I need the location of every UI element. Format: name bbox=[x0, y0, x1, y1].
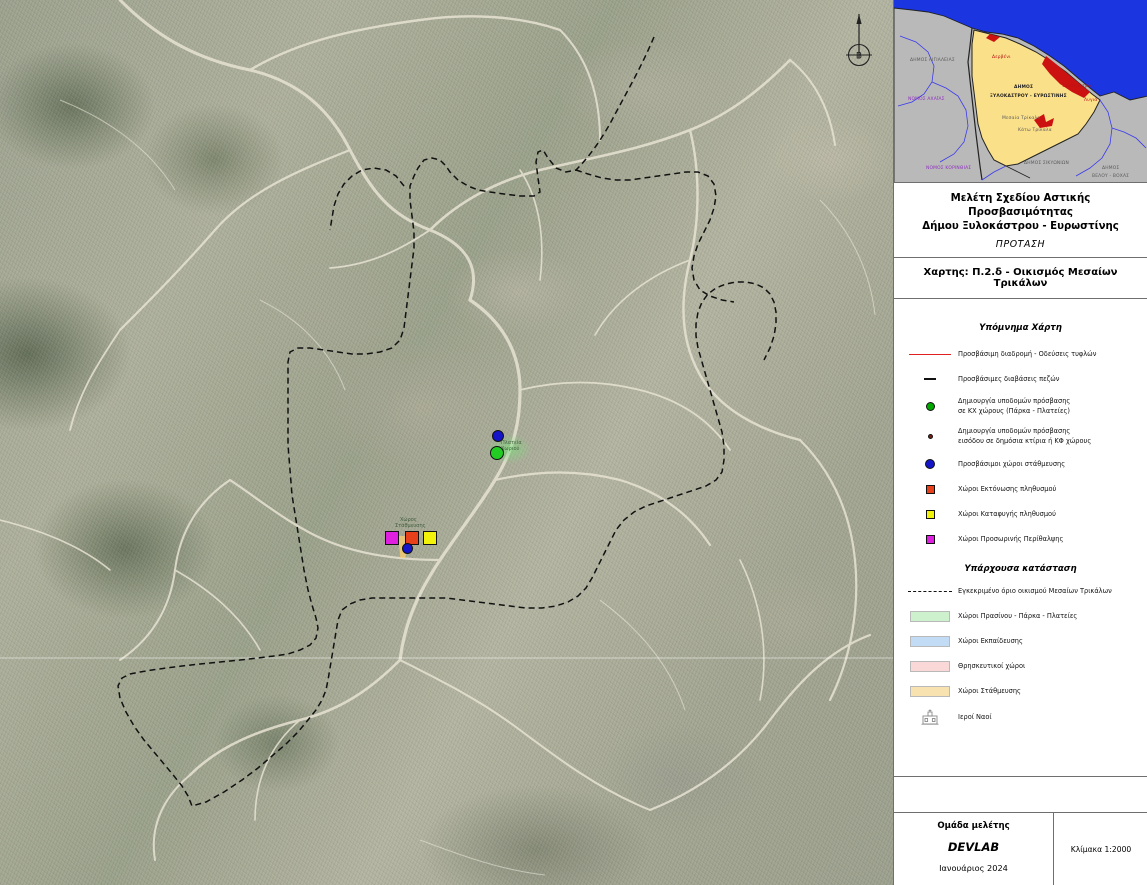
map-sheet-name: Χαρτης: Π.2.δ - Οικισμός Μεσαίων Τρικάλω… bbox=[894, 258, 1147, 300]
inset-label-6: ΔΗΜΟΣ bbox=[1102, 166, 1120, 171]
inset-label-2: ΝΟΜΟΣ ΚΟΡΙΝΘΙΑΣ bbox=[926, 166, 972, 171]
inset-label-0: ΔΗΜΟΣ ΑΙΓΙΑΛΕΙΑΣ bbox=[910, 58, 955, 63]
footer-block: Ομάδα μελέτης DEVLAB Ιανουάριος 2024 Κλί… bbox=[894, 812, 1147, 885]
study-date: Ιανουάριος 2024 bbox=[939, 863, 1008, 873]
legend-row-existing-label-3: Θρησκευτικοί χώροι bbox=[958, 661, 1026, 670]
map-label-0: Πλατεία bbox=[501, 440, 522, 446]
study-team-block: Ομάδα μελέτης DEVLAB Ιανουάριος 2024 bbox=[894, 813, 1054, 885]
legend-row-proposal-label-6: Χώροι Καταφυγής πληθυσμού bbox=[958, 509, 1056, 518]
legend-heading-main: Υπόμνημα Χάρτη bbox=[979, 323, 1062, 334]
title-block: Μελέτη Σχεδίου Αστικής Προσβασιμότητας Δ… bbox=[894, 183, 1147, 259]
inset-label-11: Μεσαία Τρίκαλα bbox=[1002, 116, 1041, 121]
legend-proposal-list: Προσβάσιμη διαδρομή - Οδεύσεις τυφλών Προ… bbox=[902, 347, 1139, 546]
church-icon bbox=[921, 709, 939, 726]
legend-row-existing-5[interactable]: Ιεροί Ναοί bbox=[902, 709, 1139, 726]
north-arrow-icon: Β bbox=[846, 14, 872, 67]
settlement-boundary bbox=[117, 36, 777, 807]
legend-row-proposal-4[interactable]: Προσβάσιμοι χώροι στάθμευσης bbox=[902, 457, 1139, 471]
inset-label-4: ΞΥΛΟΚΑΣΤΡΟΥ - ΕΥΡΩΣΤΙΝΗΣ bbox=[990, 94, 1067, 99]
legend-row-existing-3[interactable]: Θρησκευτικοί χώροι bbox=[902, 659, 1139, 673]
area-swatch-icon bbox=[910, 685, 950, 697]
circle-marker-icon bbox=[927, 434, 933, 440]
legend-row-proposal-label-0: Προσβάσιμη διαδρομή - Οδεύσεις τυφλών bbox=[958, 349, 1097, 358]
circle-marker-icon bbox=[925, 459, 935, 470]
legend-row-existing-label-5: Ιεροί Ναοί bbox=[958, 712, 992, 721]
square-marker-icon bbox=[925, 534, 935, 544]
legend-existing-list: Εγκεκριμένο όριο οικισμού Μεσαίων Τρικάλ… bbox=[902, 584, 1139, 726]
inset-map-graphic bbox=[894, 0, 1147, 182]
inset-label-5: ΔΗΜΟΣ ΣΙΚΥΩΝΙΩΝ bbox=[1024, 161, 1069, 166]
inset-label-1: ΝΟΜΟΣ ΑΧΑΪΑΣ bbox=[908, 97, 945, 102]
svg-text:Β: Β bbox=[856, 52, 862, 62]
legend-row-proposal-0[interactable]: Προσβάσιμη διαδρομή - Οδεύσεις τυφλών bbox=[902, 347, 1139, 361]
legend-row-existing-label-1: Χώροι Πρασίνου - Πάρκα - Πλατείες bbox=[958, 611, 1078, 620]
inset-label-9: Δερβένι bbox=[992, 55, 1011, 60]
legend-body: Υπόμνημα Χάρτη Προσβάσιμη διαδρομή - Οδε… bbox=[894, 299, 1147, 778]
legend-row-proposal-label-3: Δημιουργία υποδομών πρόσβασης εισόδου σε … bbox=[958, 427, 1092, 445]
legend-row-proposal-label-1: Προσβάσιμες διαβάσεις πεζών bbox=[958, 374, 1060, 383]
study-subtitle: ΠΡΟΤΑΣΗ bbox=[995, 239, 1046, 251]
area-swatch-icon bbox=[910, 660, 950, 672]
legend-row-proposal-2[interactable]: Δημιουργία υποδομών πρόσβασης σε ΚΧ χώρου… bbox=[902, 397, 1139, 416]
legend-heading-existing: Υπάρχουσα κατάσταση bbox=[964, 564, 1077, 575]
map-marker-parking-south[interactable] bbox=[402, 543, 413, 554]
map-marker-parking-north[interactable] bbox=[492, 430, 504, 442]
scale-label: Κλίμακα 1:2000 bbox=[1070, 844, 1132, 854]
accessible-route-line-icon bbox=[909, 353, 951, 355]
settlement-boundary-dash-icon bbox=[908, 590, 952, 592]
map-marker-refuge-yellow[interactable] bbox=[423, 531, 437, 545]
study-title-line1: Μελέτη Σχεδίου Αστικής Προσβασιμότητας bbox=[950, 193, 1091, 218]
inset-label-7: ΒΕΛΟΥ - ΒΟΧΑΣ bbox=[1092, 174, 1130, 179]
locator-inset-map: ΔΗΜΟΣ ΑΙΓΙΑΛΕΙΑΣ ΝΟΜΟΣ ΑΧΑΪΑΣ ΝΟΜΟΣ ΚΟΡΙΝΘ… bbox=[894, 0, 1147, 183]
inset-label-10: Λυγιά bbox=[1084, 98, 1098, 103]
pedestrian-crossing-dash-icon bbox=[924, 378, 936, 381]
team-label: Ομάδα μελέτης bbox=[937, 821, 1010, 831]
legend-row-proposal-1[interactable]: Προσβάσιμες διαβάσεις πεζών bbox=[902, 372, 1139, 386]
map-canvas[interactable]: Β Πλατεία Χωριού Χώρος Στάθμευσης bbox=[0, 0, 893, 885]
map-label-3: Στάθμευσης bbox=[395, 523, 426, 529]
study-title-line2: Δήμου Ξυλοκάστρου - Ευρωστίνης bbox=[922, 220, 1119, 232]
legend-row-existing-4[interactable]: Χώροι Στάθμευσης bbox=[902, 684, 1139, 698]
legend-row-proposal-6[interactable]: Χώροι Καταφυγής πληθυσμού bbox=[902, 507, 1139, 521]
map-marker-park-access-green[interactable] bbox=[490, 446, 504, 460]
map-label-2: Χώρος bbox=[400, 517, 417, 523]
road-network bbox=[0, 0, 893, 876]
area-swatch-icon bbox=[910, 610, 950, 622]
square-marker-icon bbox=[925, 509, 935, 519]
legend-row-existing-label-0: Εγκεκριμένο όριο οικισμού Μεσαίων Τρικάλ… bbox=[958, 586, 1112, 595]
legend-row-proposal-label-2: Δημιουργία υποδομών πρόσβασης σε ΚΧ χώρου… bbox=[958, 397, 1071, 415]
legend-row-existing-label-2: Χώροι Εκπαίδευσης bbox=[958, 636, 1023, 645]
legend-row-existing-1[interactable]: Χώροι Πρασίνου - Πάρκα - Πλατείες bbox=[902, 609, 1139, 623]
legend-panel: ΔΗΜΟΣ ΑΙΓΙΑΛΕΙΑΣ ΝΟΜΟΣ ΑΧΑΪΑΣ ΝΟΜΟΣ ΚΟΡΙΝΘ… bbox=[893, 0, 1147, 885]
legend-row-proposal-label-5: Χώροι Εκτόνωσης πληθυσμού bbox=[958, 484, 1057, 493]
legend-row-proposal-label-4: Προσβάσιμοι χώροι στάθμευσης bbox=[958, 459, 1066, 468]
legend-row-existing-0[interactable]: Εγκεκριμένο όριο οικισμού Μεσαίων Τρικάλ… bbox=[902, 584, 1139, 598]
square-marker-icon bbox=[925, 484, 935, 494]
legend-row-proposal-3[interactable]: Δημιουργία υποδομών πρόσβασης εισόδου σε … bbox=[902, 427, 1139, 446]
team-name: DEVLAB bbox=[947, 840, 1000, 854]
orthophoto-texture bbox=[0, 0, 893, 885]
map-marker-temporary-care-magenta[interactable] bbox=[385, 531, 399, 545]
legend-row-existing-label-4: Χώροι Στάθμευσης bbox=[958, 686, 1021, 695]
legend-row-proposal-5[interactable]: Χώροι Εκτόνωσης πληθυσμού bbox=[902, 482, 1139, 496]
inset-label-8: Ξυλόκαστρο bbox=[1062, 84, 1091, 89]
circle-marker-icon bbox=[925, 402, 935, 412]
area-swatch-icon bbox=[910, 635, 950, 647]
inset-label-12: Κάτω Τρίκαλα bbox=[1018, 128, 1052, 133]
orthophoto-basemap bbox=[0, 0, 893, 885]
legend-row-existing-2[interactable]: Χώροι Εκπαίδευσης bbox=[902, 634, 1139, 648]
legend-row-proposal-7[interactable]: Χώροι Προσωρινής Περίθαλψης bbox=[902, 532, 1139, 546]
map-label-1: Χωριού bbox=[501, 446, 520, 452]
legend-row-proposal-label-7: Χώροι Προσωρινής Περίθαλψης bbox=[958, 534, 1064, 543]
inset-label-3: ΔΗΜΟΣ bbox=[1014, 85, 1034, 90]
